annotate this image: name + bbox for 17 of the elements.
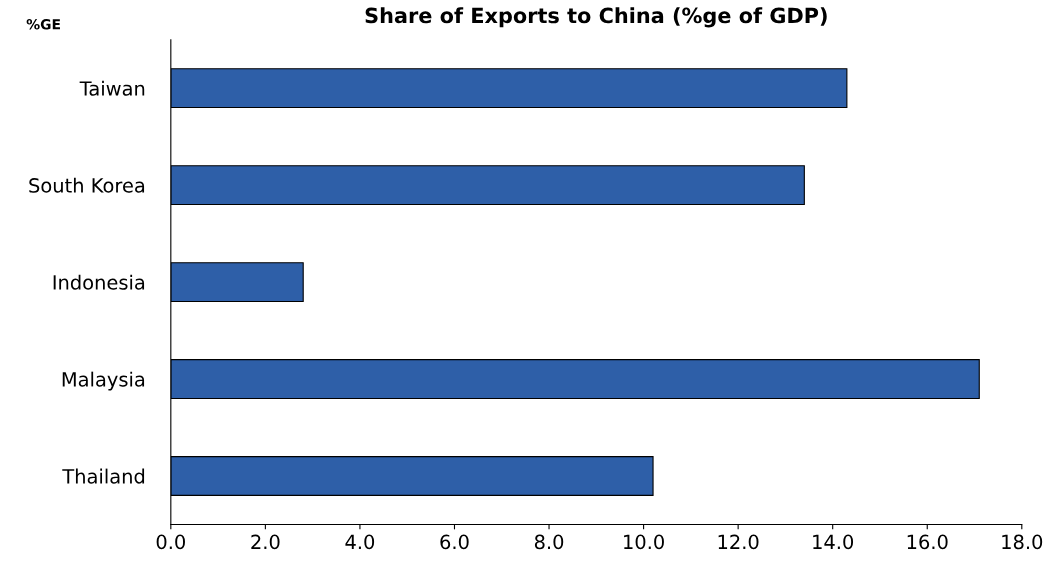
x-tick-label: 16.0 [907,534,948,550]
y-tick-label: South Korea [29,177,145,193]
x-tick-label: 12.0 [718,534,759,550]
x-tick-label: 0.0 [156,534,185,550]
y-tick-label: Indonesia [53,274,145,290]
y-tick-label: Taiwan [79,80,145,96]
chart-title: Share of Exports to China (%ge of GDP) [365,7,827,28]
x-tick-label: 10.0 [624,534,664,550]
x-tick-label: 2.0 [251,534,280,550]
y-axis-title: %GE [26,19,60,30]
y-tick-label: Thailand [62,468,145,484]
x-tick-label: 8.0 [534,534,564,550]
x-tick-label: 14.0 [813,534,854,550]
y-tick-label: Malaysia [62,371,145,391]
x-tick-label: 4.0 [345,534,375,550]
x-tick-label: 18.0 [1002,534,1043,550]
x-tick-label: 6.0 [440,534,469,550]
